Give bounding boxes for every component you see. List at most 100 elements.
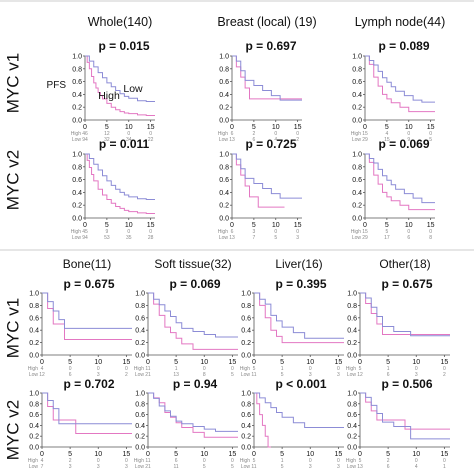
km-curve-high xyxy=(232,153,285,208)
x-tick-label: 0 xyxy=(40,359,44,366)
km-curve-high xyxy=(360,292,450,336)
y-tick-label: 0.6 xyxy=(72,177,82,184)
y-tick-label: 0.0 xyxy=(352,216,362,223)
y-tick-label: 0.0 xyxy=(241,353,251,360)
y-tick-label: 1.0 xyxy=(352,152,362,159)
y-tick-label: 0.0 xyxy=(72,216,82,223)
y-tick-label: 1.0 xyxy=(352,54,362,61)
pvalue-label: p = 0.069 xyxy=(378,137,429,151)
y-tick-label: 0.8 xyxy=(72,164,82,171)
risk-row-label-high: High xyxy=(218,131,229,137)
pvalue-label: p = 0.506 xyxy=(381,377,432,391)
y-tick-label: 0.6 xyxy=(241,315,251,322)
risk-count-high: 11 xyxy=(145,366,150,372)
risk-count-low: 2 xyxy=(443,372,446,378)
x-tick-label: 15 xyxy=(228,359,236,366)
risk-row-label-high: High xyxy=(134,458,145,464)
y-tick-label: 0.4 xyxy=(352,190,362,197)
pvalue-label: p = 0.395 xyxy=(275,277,326,291)
risk-count-high: 0 xyxy=(443,366,446,372)
risk-row-label-low: Low xyxy=(352,235,362,241)
y-tick-label: 1.0 xyxy=(347,391,357,398)
y-axis-label: PFS xyxy=(47,80,67,91)
y-tick-label: 1.0 xyxy=(241,291,251,298)
risk-count-high: 0 xyxy=(407,131,410,137)
risk-count-low: 22 xyxy=(148,137,154,143)
pvalue-label: p = 0.011 xyxy=(99,137,150,151)
risk-count-high: 6 xyxy=(175,458,178,464)
row-label: MYC v2 xyxy=(3,150,22,210)
x-tick-label: 15 xyxy=(427,124,435,131)
risk-count-high: 4 xyxy=(41,458,44,464)
y-tick-label: 0.2 xyxy=(29,340,39,347)
risk-count-low: 15 xyxy=(384,137,390,143)
risk-count-low: 5 xyxy=(231,372,234,378)
y-tick-label: 0.0 xyxy=(29,445,39,452)
risk-count-high: 12 xyxy=(104,131,110,137)
y-tick-label: 0.0 xyxy=(29,353,39,360)
risk-count-high: 45 xyxy=(82,229,88,235)
risk-count-low: 4 xyxy=(274,137,277,143)
y-tick-label: 0.2 xyxy=(347,434,357,441)
y-tick-label: 0.0 xyxy=(241,445,251,452)
risk-count-high: 5 xyxy=(359,366,362,372)
risk-count-low: 53 xyxy=(104,235,110,241)
risk-count-high: 0 xyxy=(231,366,234,372)
risk-count-high: 0 xyxy=(337,458,340,464)
pvalue-label: p = 0.725 xyxy=(245,137,296,151)
km-curve-high xyxy=(254,392,271,448)
km-curve-low xyxy=(42,392,132,425)
risk-count-high: 0 xyxy=(415,458,418,464)
x-tick-label: 15 xyxy=(228,451,236,458)
y-tick-label: 0.2 xyxy=(29,434,39,441)
risk-count-low: 11 xyxy=(251,464,256,470)
risk-count-low: 5 xyxy=(281,372,284,378)
risk-count-high: 2 xyxy=(387,458,390,464)
y-tick-label: 1.0 xyxy=(347,291,357,298)
risk-count-low: 3 xyxy=(337,372,340,378)
risk-count-low: 8 xyxy=(203,372,206,378)
x-tick-label: 15 xyxy=(334,451,342,458)
x-tick-label: 5 xyxy=(385,124,389,131)
risk-row-label-low: Low xyxy=(347,372,357,378)
risk-count-low: 13 xyxy=(229,235,235,241)
x-tick-label: 5 xyxy=(280,359,284,366)
x-tick-label: 15 xyxy=(147,124,155,131)
y-tick-label: 0.6 xyxy=(352,79,362,86)
y-tick-label: 0.0 xyxy=(135,353,145,360)
risk-row-label-low: Low xyxy=(29,372,39,378)
risk-count-high: 0 xyxy=(203,366,206,372)
risk-count-high: 0 xyxy=(127,131,130,137)
risk-row-label-high: High xyxy=(28,366,39,372)
km-panel: p = 0.940.00.20.40.60.81.00 5 10 15HighLow1… xyxy=(134,377,238,470)
y-tick-label: 0.6 xyxy=(72,79,82,86)
risk-count-high: 9 xyxy=(105,229,108,235)
risk-count-low: 3 xyxy=(97,464,100,470)
km-curve-low xyxy=(254,292,344,339)
y-tick-label: 0.0 xyxy=(219,118,229,125)
y-tick-label: 0.4 xyxy=(29,328,39,335)
risk-count-low: 6 xyxy=(252,137,255,143)
x-tick-label: 0 xyxy=(146,359,150,366)
x-tick-label: 15 xyxy=(427,222,435,229)
km-curve-low xyxy=(360,392,450,440)
y-tick-label: 0.4 xyxy=(241,328,251,335)
risk-count-high: 0 xyxy=(149,229,152,235)
x-tick-label: 10 xyxy=(405,222,413,229)
x-tick-label: 5 xyxy=(386,451,390,458)
km-panel: Lymph node(44) p = 0.089 0.0 0.2 0.4 0.6 0.8 1.… xyxy=(351,15,446,143)
x-tick-label: 10 xyxy=(272,124,280,131)
risk-count-low: 34 xyxy=(126,137,132,143)
x-tick-label: 5 xyxy=(280,451,284,458)
x-tick-label: 15 xyxy=(440,451,448,458)
risk-count-high: 0 xyxy=(274,229,277,235)
y-tick-label: 0.2 xyxy=(135,434,145,441)
risk-count-low: 3 xyxy=(125,464,128,470)
risk-count-high: 5 xyxy=(359,458,362,464)
risk-count-high: 5 xyxy=(385,229,388,235)
risk-count-low: 5 xyxy=(429,137,432,143)
risk-row-label-low: Low xyxy=(135,372,145,378)
y-tick-label: 0.8 xyxy=(352,164,362,171)
